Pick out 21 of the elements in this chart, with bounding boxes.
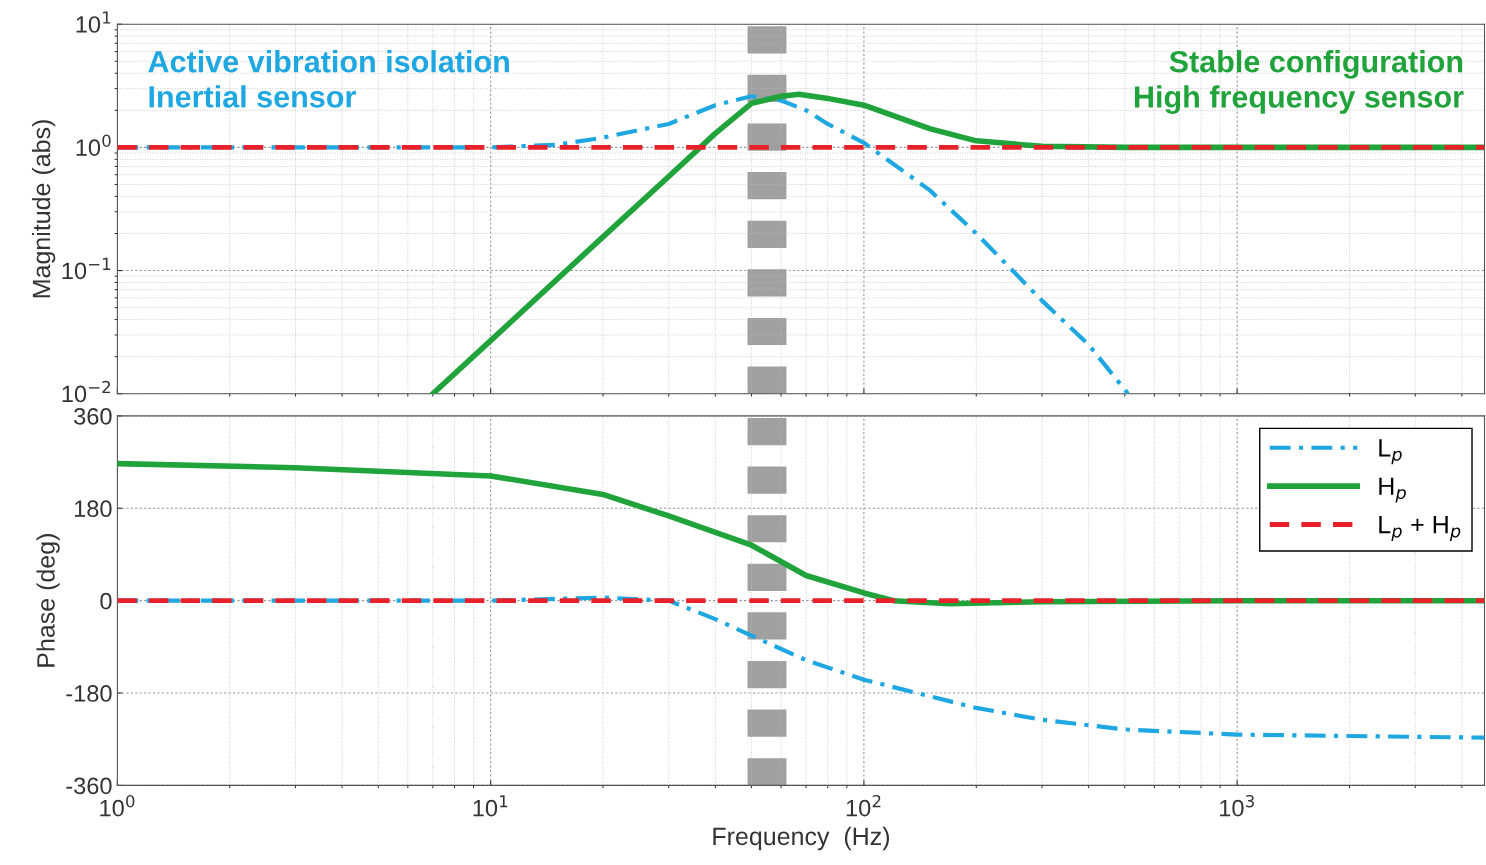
legend-label: L$_{p}$ + H$_{p}$ <box>1379 516 1461 541</box>
y-tick-label: 360 <box>74 407 112 425</box>
y-tick-label: -360 <box>66 777 112 795</box>
x-tick-label: 10$^{2}$ <box>846 794 881 817</box>
annotation: Stable configuration High frequency sensor <box>1134 50 1464 114</box>
x-tick-label: 10$^{0}$ <box>100 794 135 817</box>
x-axis-title: Frequency (Hz) <box>713 826 890 851</box>
y-axis-title: Phase (deg) <box>36 534 60 667</box>
y-tick-label: 10$^{1}$ <box>76 11 111 33</box>
x-tick-label: 10$^{3}$ <box>1220 794 1254 817</box>
annotation: Active vibration isolation Inertial sensor <box>148 50 509 108</box>
legend-label: L$_{p}$ <box>1379 439 1402 465</box>
y-tick-label: -180 <box>66 685 112 702</box>
y-axis-title: Magnitude (abs) <box>31 120 56 298</box>
y-tick-label: 10$^{−2}$ <box>62 380 111 403</box>
y-tick-label: 10$^{−1}$ <box>62 257 111 280</box>
x-tick-label: 10$^{1}$ <box>473 795 508 817</box>
legend-label: H$_{p}$ <box>1379 477 1406 503</box>
y-tick-label: 0 <box>100 592 112 610</box>
y-tick-label: 180 <box>74 500 112 518</box>
y-tick-label: 10$^{0}$ <box>76 134 111 156</box>
